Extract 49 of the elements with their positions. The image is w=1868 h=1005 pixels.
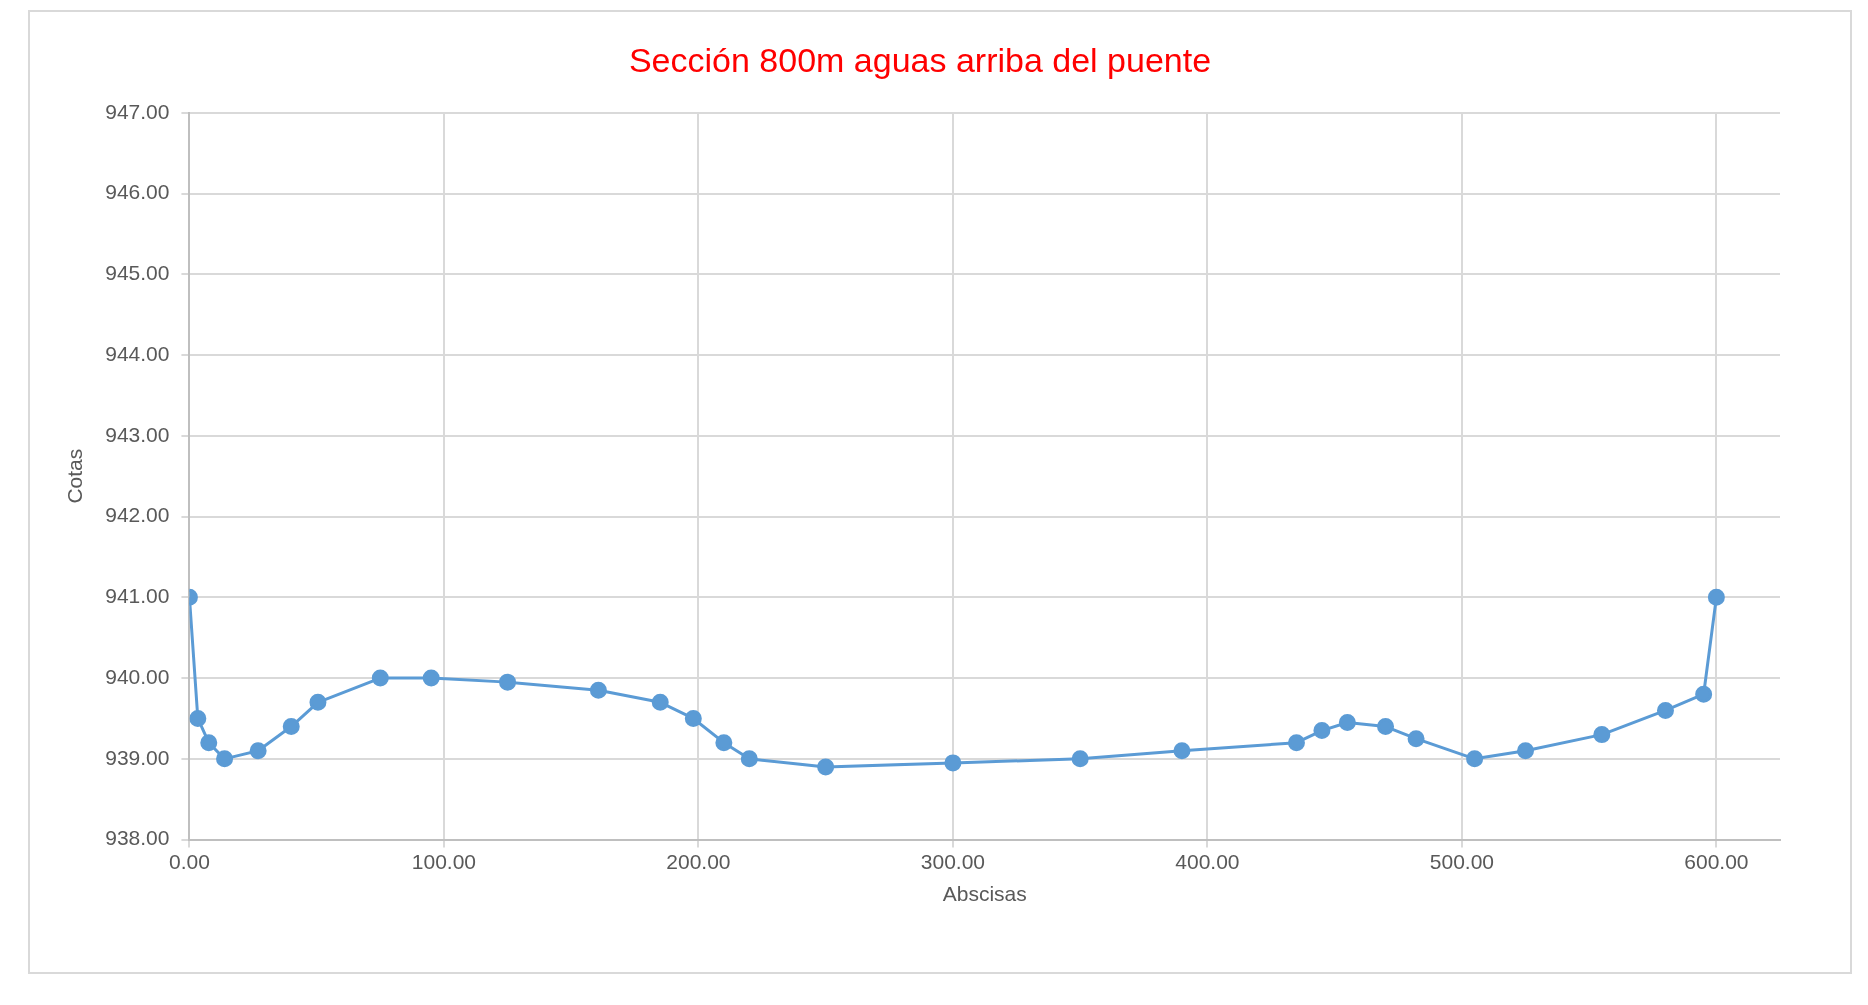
y-tick-label: 945.00 (105, 261, 170, 285)
point (216, 750, 234, 768)
point (1466, 750, 1484, 768)
point (422, 669, 440, 687)
x-tick-label: 500.00 (1429, 850, 1494, 873)
point (1517, 742, 1535, 760)
y-tick-label: 942.00 (105, 503, 170, 527)
point (200, 734, 218, 752)
point (1707, 588, 1725, 606)
point (189, 709, 207, 727)
point (1377, 718, 1395, 736)
point (1407, 730, 1425, 748)
point (684, 709, 702, 727)
y-tick-label: 941.00 (105, 584, 170, 608)
point (1287, 734, 1305, 752)
point (499, 673, 517, 691)
point (371, 669, 389, 687)
point (309, 693, 327, 711)
y-tick-label: 940.00 (105, 664, 170, 688)
point (651, 693, 669, 711)
y-tick-label: 947.00 (105, 99, 170, 123)
point (1656, 701, 1674, 719)
x-tick-label: 100.00 (411, 850, 477, 873)
point (249, 742, 267, 760)
x-tick-label: 0.00 (168, 850, 210, 873)
x-tick-label: 600.00 (1684, 850, 1749, 873)
x-tick-label: 400.00 (1175, 850, 1240, 873)
point (1593, 726, 1611, 744)
point (589, 681, 607, 699)
y-tick-label: 939.00 (105, 745, 170, 769)
point (1313, 722, 1331, 740)
point (1173, 742, 1191, 760)
x-tick-label: 200.00 (666, 850, 731, 873)
x-axis-title: Abscisas (942, 882, 1027, 906)
point (1695, 685, 1713, 703)
point (715, 734, 733, 752)
chart-title: Sección 800m aguas arriba del puente (628, 40, 1212, 79)
point (1338, 714, 1356, 731)
x-tick-label: 300.00 (920, 850, 986, 873)
point (282, 718, 300, 736)
point (817, 758, 835, 776)
y-tick-label: 946.00 (105, 180, 170, 204)
y-tick-label: 944.00 (105, 341, 170, 365)
y-axis-title: Cotas (63, 448, 87, 504)
point (740, 750, 758, 768)
y-tick-label: 943.00 (105, 422, 170, 446)
point (1071, 750, 1089, 768)
y-tick-label: 938.00 (105, 826, 170, 850)
point (944, 754, 962, 772)
